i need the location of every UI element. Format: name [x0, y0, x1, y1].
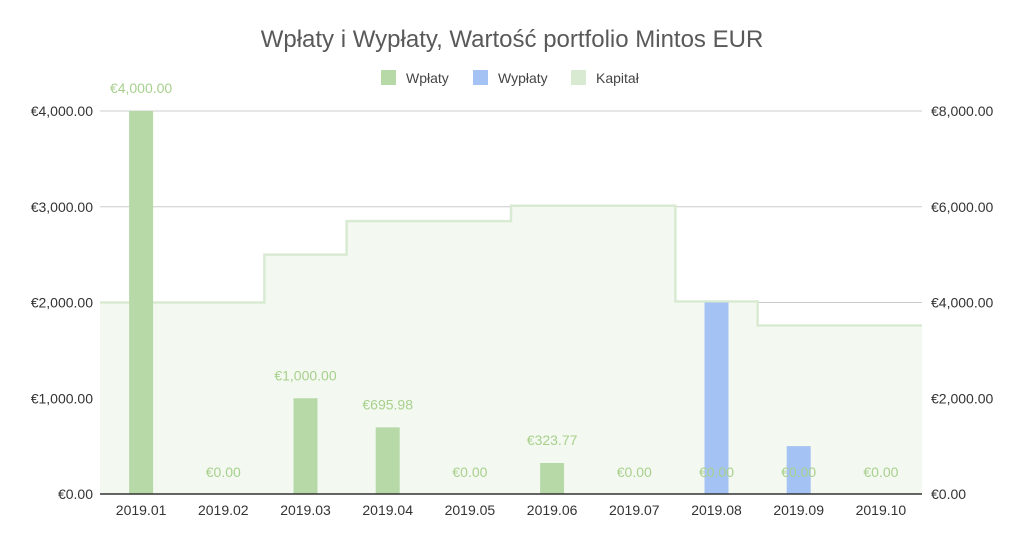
y-right-tick-label: €6,000.00 [931, 199, 993, 215]
data-label-wplaty: €0.00 [206, 464, 241, 480]
x-tick-label: 2019.06 [527, 502, 578, 518]
data-label-wplaty: €0.00 [452, 464, 487, 480]
data-label-wplaty: €4,000.00 [110, 80, 172, 96]
data-label-wplaty: €0.00 [699, 464, 734, 480]
y-right-tick-label: €2,000.00 [931, 390, 993, 406]
kapital-line [100, 204, 922, 327]
x-tick-label: 2019.05 [445, 502, 496, 518]
y-right-tick-label: €4,000.00 [931, 295, 993, 311]
legend-label: Wypłaty [498, 70, 548, 86]
x-tick-label: 2019.09 [773, 502, 824, 518]
data-label-wplaty: €695.98 [362, 396, 413, 412]
legend-swatch [381, 70, 396, 85]
data-label-wplaty: €0.00 [781, 464, 816, 480]
x-tick-label: 2019.07 [609, 502, 660, 518]
bar-wyplaty [704, 302, 729, 494]
bar-wplaty [540, 462, 565, 494]
x-tick-label: 2019.03 [280, 502, 331, 518]
data-label-wplaty: €1,000.00 [274, 367, 336, 383]
y-left-tick-label: €1,000.00 [31, 390, 93, 406]
axes: €0.00 €1,000.00 €2,000.00 €3,000.00 €4,000.0… [31, 103, 994, 518]
bar-wplaty [129, 111, 154, 494]
data-label-wplaty: €323.77 [527, 432, 578, 448]
y-left-tick-label: €3,000.00 [31, 199, 93, 215]
legend-label: Kapitał [596, 70, 640, 86]
bar-wyplaty [786, 446, 811, 494]
y-left-tick-label: €0.00 [58, 486, 93, 502]
legend: Wpłaty Wypłaty Kapitał [381, 70, 640, 86]
y-left-tick-label: €4,000.00 [31, 103, 93, 119]
x-tick-label: 2019.01 [116, 502, 167, 518]
data-labels: €4,000.00 €0.00 €1,000.00 €695.98 €0.00 €323.… [110, 80, 899, 480]
chart-title: Wpłaty i Wypłaty, Wartość portfolio Mint… [261, 26, 764, 53]
bar-wplaty [375, 427, 400, 494]
data-label-wplaty: €0.00 [617, 464, 652, 480]
x-tick-label: 2019.04 [362, 502, 413, 518]
y-right-tick-label: €0.00 [931, 486, 966, 502]
x-tick-label: 2019.10 [856, 502, 907, 518]
y-right-tick-label: €8,000.00 [931, 103, 993, 119]
legend-swatch [473, 70, 488, 85]
x-tick-label: 2019.08 [691, 502, 742, 518]
bars [129, 111, 811, 494]
legend-swatch [571, 70, 586, 85]
bar-wplaty [293, 398, 318, 494]
legend-label: Wpłaty [406, 70, 449, 86]
data-label-wplaty: €0.00 [863, 464, 898, 480]
y-left-tick-label: €2,000.00 [31, 295, 93, 311]
x-tick-label: 2019.02 [198, 502, 249, 518]
